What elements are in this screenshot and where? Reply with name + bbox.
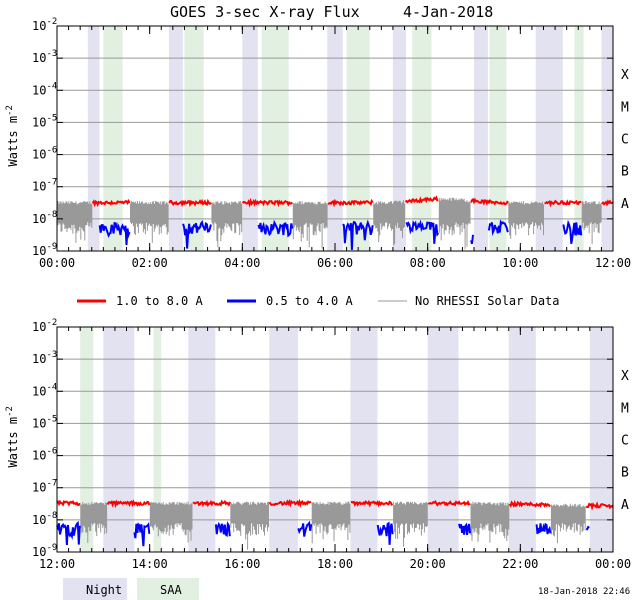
short-channel-series bbox=[56, 520, 590, 547]
night-band bbox=[427, 327, 459, 552]
y-tick-label: 10-5 bbox=[32, 414, 57, 430]
y-tick-label: 10-8 bbox=[32, 511, 57, 527]
x-tick-label: 02:00 bbox=[132, 256, 168, 270]
y-tick-label: 10-6 bbox=[32, 146, 57, 162]
saa-band bbox=[574, 26, 584, 251]
night-legend-label: Night bbox=[86, 583, 122, 597]
night-band bbox=[392, 26, 407, 251]
flare-class-label: X bbox=[621, 68, 629, 83]
chart-panel-top: 10-9 10-8 10-7 10-6 10-5 10-4 10-3 10-2 00:00 02:… bbox=[5, 17, 631, 270]
y-tick-label: 10-2 bbox=[32, 318, 57, 334]
saa-band bbox=[103, 26, 123, 251]
night-legend-swatch bbox=[63, 578, 127, 600]
saa-legend-swatch bbox=[137, 578, 199, 600]
x-tick-label: 04:00 bbox=[224, 256, 260, 270]
night-band bbox=[188, 327, 216, 552]
x-tick-label: 00:00 bbox=[595, 557, 631, 571]
y-tick-label: 10-9 bbox=[32, 543, 57, 559]
saa-band bbox=[346, 26, 370, 251]
x-tick-label: 10:00 bbox=[502, 256, 538, 270]
chart-date: 4-Jan-2018 bbox=[403, 3, 493, 21]
saa-band bbox=[184, 26, 204, 251]
norhessi-series bbox=[80, 501, 586, 550]
legend-long-label: 1.0 to 8.0 A bbox=[116, 294, 203, 308]
x-tick-label: 14:00 bbox=[132, 557, 168, 571]
flare-class-label: C bbox=[621, 133, 629, 148]
long-channel-series bbox=[91, 195, 614, 208]
flare-class-label: A bbox=[621, 197, 629, 212]
flare-class-label: M bbox=[621, 401, 629, 416]
night-band bbox=[350, 327, 378, 552]
saa-band bbox=[261, 26, 289, 251]
y-tick-label: 10-3 bbox=[32, 49, 57, 65]
night-band bbox=[508, 327, 536, 552]
flare-class-label: C bbox=[621, 434, 629, 449]
interval-legend: Night SAA bbox=[63, 578, 199, 600]
legend-norhessi-label: No RHESSI Solar Data bbox=[415, 294, 560, 308]
flare-class-label: M bbox=[621, 100, 629, 115]
short-channel-series bbox=[98, 219, 583, 250]
x-tick-label: 18:00 bbox=[317, 557, 353, 571]
y-tick-label: 10-7 bbox=[32, 479, 57, 495]
saa-band bbox=[80, 327, 94, 552]
night-band bbox=[601, 26, 613, 251]
night-band bbox=[103, 327, 135, 552]
y-tick-label: 10-7 bbox=[32, 178, 57, 194]
x-tick-label: 20:00 bbox=[410, 557, 446, 571]
y-tick-label: 10-4 bbox=[32, 81, 57, 97]
saa-band bbox=[412, 26, 432, 251]
y-tick-label: 10-6 bbox=[32, 447, 57, 463]
saa-legend-label: SAA bbox=[160, 583, 182, 597]
chart-panel-bottom: 10-9 10-8 10-7 10-6 10-5 10-4 10-3 10-2 12:00 14:… bbox=[5, 318, 631, 571]
night-band bbox=[87, 26, 100, 251]
y-tick-label: 10-9 bbox=[32, 242, 57, 258]
legend-short-label: 0.5 to 4.0 A bbox=[266, 294, 353, 308]
flare-class-label: A bbox=[621, 498, 629, 513]
night-band bbox=[168, 26, 183, 251]
y-axis-label: Watts m-2 bbox=[5, 105, 20, 166]
flare-class-label: B bbox=[621, 165, 629, 180]
x-tick-label: 12:00 bbox=[595, 256, 631, 270]
timestamp: 18-Jan-2018 22:46 bbox=[538, 587, 630, 597]
y-axis-label: Watts m-2 bbox=[5, 406, 20, 467]
night-band bbox=[327, 26, 343, 251]
night-band bbox=[242, 26, 258, 251]
y-tick-label: 10-3 bbox=[32, 350, 57, 366]
night-band bbox=[474, 26, 488, 251]
y-tick-label: 10-5 bbox=[32, 113, 57, 129]
y-tick-label: 10-8 bbox=[32, 210, 57, 226]
series-legend: 1.0 to 8.0 A 0.5 to 4.0 A No RHESSI Sola… bbox=[77, 294, 560, 308]
long-channel-series bbox=[56, 498, 614, 511]
chart-title: GOES 3-sec X-ray Flux bbox=[170, 3, 360, 21]
night-band bbox=[269, 327, 298, 552]
saa-band bbox=[153, 327, 162, 552]
night-band bbox=[589, 327, 613, 552]
x-tick-label: 06:00 bbox=[317, 256, 353, 270]
x-tick-label: 08:00 bbox=[410, 256, 446, 270]
flare-class-label: X bbox=[621, 369, 629, 384]
x-tick-label: 00:00 bbox=[39, 256, 75, 270]
x-tick-label: 12:00 bbox=[39, 557, 75, 571]
x-tick-label: 16:00 bbox=[224, 557, 260, 571]
y-tick-label: 10-2 bbox=[32, 17, 57, 33]
flare-class-label: B bbox=[621, 466, 629, 481]
y-tick-label: 10-4 bbox=[32, 382, 57, 398]
saa-band bbox=[489, 26, 507, 251]
x-tick-label: 22:00 bbox=[502, 557, 538, 571]
